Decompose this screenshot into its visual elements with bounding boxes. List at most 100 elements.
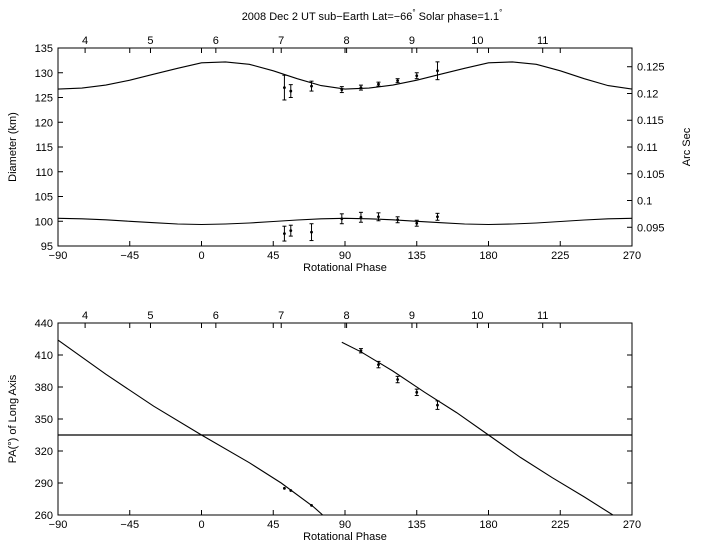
x-tick-label: 90 bbox=[339, 519, 351, 531]
x-tick-label: 270 bbox=[623, 250, 641, 262]
data-point bbox=[415, 221, 419, 225]
x-tick-label: 270 bbox=[623, 519, 641, 531]
series-layer bbox=[58, 339, 632, 515]
top-tick-label: 10 bbox=[471, 35, 483, 47]
top-tick-label: 5 bbox=[147, 310, 153, 322]
top-tick-label: 4 bbox=[82, 35, 88, 47]
y2-tick-label: 0.125 bbox=[637, 62, 665, 74]
y-tick-label: 410 bbox=[35, 350, 53, 362]
position-angle-panel: −90 −45 0 45 90 135 180 225 27026029032035038041… bbox=[7, 310, 641, 543]
data-point bbox=[283, 486, 286, 490]
y-tick-label: 110 bbox=[35, 167, 53, 179]
top-tick-label: 6 bbox=[213, 310, 219, 322]
data-point bbox=[436, 215, 439, 219]
x-tick-label: −45 bbox=[120, 519, 139, 531]
model-segment-1-line bbox=[58, 339, 324, 515]
top-tick-label: 11 bbox=[537, 310, 548, 322]
model-major-line bbox=[58, 61, 632, 90]
y-tick-label: 95 bbox=[41, 241, 53, 253]
y-tick-label: 115 bbox=[35, 142, 53, 154]
y2-tick-label: 0.12 bbox=[637, 88, 658, 100]
y-tick-label: 380 bbox=[35, 382, 53, 394]
y2-axis-label: Arc Sec bbox=[681, 127, 693, 166]
data-point bbox=[310, 504, 313, 507]
data-point bbox=[340, 217, 344, 221]
y-tick-label: 125 bbox=[35, 93, 53, 105]
x-tick-label: 180 bbox=[479, 519, 497, 531]
data-point bbox=[289, 489, 293, 492]
data-point bbox=[415, 74, 419, 78]
model-minor-line bbox=[58, 217, 632, 226]
data-point bbox=[359, 349, 363, 353]
y2-tick-label: 0.1 bbox=[637, 196, 652, 208]
x-axis-label: Rotational Phase bbox=[303, 262, 387, 274]
data-point bbox=[283, 86, 286, 89]
data-point bbox=[340, 88, 344, 91]
top-tick-label: 9 bbox=[409, 310, 415, 322]
data-point bbox=[359, 86, 363, 89]
model-segment-2-line bbox=[341, 341, 614, 515]
y-tick-label: 320 bbox=[35, 446, 53, 458]
top-tick-label: 10 bbox=[471, 310, 483, 322]
x-tick-label: 180 bbox=[479, 250, 497, 262]
x-tick-label: 135 bbox=[408, 519, 426, 531]
top-tick-label: 7 bbox=[278, 35, 284, 47]
title-text-1: 2008 Dec 2 UT sub−Earth Lat=−66 bbox=[242, 11, 413, 23]
x-tick-label: 90 bbox=[339, 250, 351, 262]
y-tick-label: 120 bbox=[35, 117, 53, 129]
y-tick-label: 350 bbox=[35, 414, 53, 426]
figure-title: 2008 Dec 2 UT sub−Earth Lat=−66° Solar p… bbox=[242, 8, 503, 23]
plot-frame bbox=[57, 322, 633, 516]
data-point bbox=[436, 403, 439, 407]
x-axis-label: Rotational Phase bbox=[303, 531, 387, 543]
top-tick-label: 6 bbox=[213, 35, 219, 47]
data-point bbox=[377, 82, 380, 86]
data-point bbox=[289, 229, 293, 233]
data-point bbox=[436, 69, 439, 73]
data-point bbox=[359, 215, 363, 219]
y2-tick-label: 0.095 bbox=[637, 222, 665, 234]
x-tick-label: −45 bbox=[120, 250, 139, 262]
y-axis-label: PA(°) of Long Axis bbox=[7, 374, 19, 463]
y2-tick-label: 0.105 bbox=[637, 169, 665, 181]
y-tick-label: 440 bbox=[35, 318, 53, 330]
y2-tick-label: 0.11 bbox=[637, 142, 658, 154]
data-point bbox=[396, 218, 400, 222]
x-tick-label: 135 bbox=[408, 250, 426, 262]
data-point bbox=[377, 363, 380, 366]
y2-tick-label: 0.115 bbox=[637, 115, 664, 127]
y-tick-label: 100 bbox=[35, 216, 53, 228]
x-tick-label: 225 bbox=[551, 519, 569, 531]
data-point bbox=[377, 215, 380, 219]
top-tick-label: 8 bbox=[344, 35, 350, 47]
x-tick-label: 225 bbox=[551, 250, 569, 262]
title-text-2: Solar phase=1.1 bbox=[416, 11, 499, 23]
y-tick-label: 105 bbox=[35, 192, 53, 204]
y-tick-label: 135 bbox=[35, 43, 53, 55]
data-point bbox=[310, 230, 313, 234]
top-tick-label: 4 bbox=[82, 310, 88, 322]
data-point bbox=[289, 89, 293, 93]
top-tick-label: 11 bbox=[537, 35, 548, 47]
y-axis-label: Diameter (km) bbox=[7, 112, 19, 182]
x-tick-label: 0 bbox=[198, 519, 204, 531]
y-tick-label: 260 bbox=[35, 510, 53, 522]
top-tick-label: 8 bbox=[344, 310, 350, 322]
data-point bbox=[396, 79, 400, 83]
title-degree-1: ° bbox=[412, 8, 415, 17]
data-point bbox=[396, 378, 400, 381]
diameter-panel: −90 −45 0 45 90 135 180 225 27095100105110115120… bbox=[7, 35, 693, 274]
x-tick-label: 45 bbox=[267, 250, 279, 262]
x-tick-label: −90 bbox=[49, 250, 68, 262]
data-point bbox=[310, 84, 313, 88]
series-layer bbox=[58, 61, 632, 242]
x-tick-label: 0 bbox=[198, 250, 204, 262]
data-point bbox=[283, 232, 286, 236]
y-tick-label: 130 bbox=[35, 68, 53, 80]
top-tick-label: 5 bbox=[147, 35, 153, 47]
data-point bbox=[415, 390, 419, 394]
x-tick-label: −90 bbox=[49, 519, 68, 531]
title-degree-2: ° bbox=[499, 8, 502, 17]
x-tick-label: 45 bbox=[267, 519, 279, 531]
